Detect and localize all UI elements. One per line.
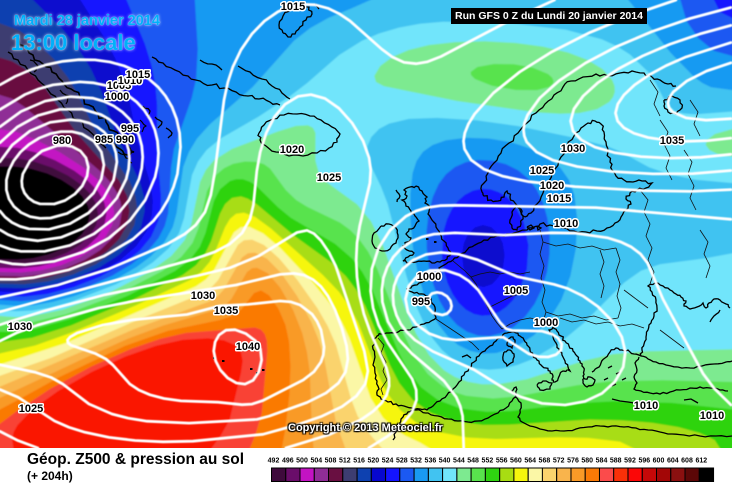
svg-text:556: 556 [496,458,508,465]
svg-text:1010: 1010 [700,410,724,422]
svg-text:584: 584 [596,458,608,465]
svg-text:560: 560 [510,458,522,465]
svg-text:608: 608 [681,458,693,465]
svg-text:1015: 1015 [126,69,150,81]
svg-text:995: 995 [412,296,430,308]
svg-text:990: 990 [116,134,134,146]
svg-text:576: 576 [567,458,579,465]
svg-text:544: 544 [453,458,465,465]
svg-text:540: 540 [439,458,451,465]
svg-text:1010: 1010 [634,400,658,412]
svg-text:532: 532 [410,458,422,465]
svg-text:592: 592 [624,458,636,465]
svg-text:980: 980 [53,135,71,147]
svg-text:1020: 1020 [540,180,564,192]
svg-text:524: 524 [382,458,394,465]
svg-text:1000: 1000 [105,91,129,103]
svg-text:548: 548 [467,458,479,465]
svg-text:612: 612 [695,458,707,465]
svg-text:1025: 1025 [317,172,341,184]
svg-text:1035: 1035 [214,305,238,317]
svg-text:1005: 1005 [504,285,528,297]
svg-text:604: 604 [667,458,679,465]
svg-text:572: 572 [553,458,565,465]
svg-text:1000: 1000 [417,271,441,283]
svg-text:512: 512 [339,458,351,465]
svg-text:1000: 1000 [534,317,558,329]
svg-text:564: 564 [524,458,536,465]
svg-text:1010: 1010 [554,218,578,230]
svg-text:536: 536 [425,458,437,465]
svg-text:492: 492 [268,458,280,465]
svg-text:985: 985 [95,134,113,146]
svg-text:596: 596 [638,458,650,465]
svg-text:1030: 1030 [191,290,215,302]
svg-text:1015: 1015 [281,1,305,13]
svg-text:1020: 1020 [280,144,304,156]
svg-text:1005: 1005 [107,80,131,92]
svg-text:1030: 1030 [8,321,32,333]
svg-text:528: 528 [396,458,408,465]
svg-text:520: 520 [367,458,379,465]
svg-text:1010: 1010 [118,75,142,87]
svg-text:1035: 1035 [660,135,684,147]
svg-text:600: 600 [653,458,665,465]
svg-text:588: 588 [610,458,622,465]
svg-text:496: 496 [282,458,294,465]
svg-text:1015: 1015 [547,193,571,205]
svg-text:1025: 1025 [530,165,554,177]
svg-text:568: 568 [539,458,551,465]
svg-text:504: 504 [310,458,322,465]
svg-text:1040: 1040 [236,341,260,353]
svg-text:552: 552 [482,458,494,465]
svg-text:500: 500 [296,458,308,465]
svg-text:1025: 1025 [19,403,43,415]
svg-text:995: 995 [121,123,139,135]
svg-text:580: 580 [581,458,593,465]
svg-text:1030: 1030 [561,143,585,155]
svg-text:508: 508 [325,458,337,465]
svg-text:516: 516 [353,458,365,465]
